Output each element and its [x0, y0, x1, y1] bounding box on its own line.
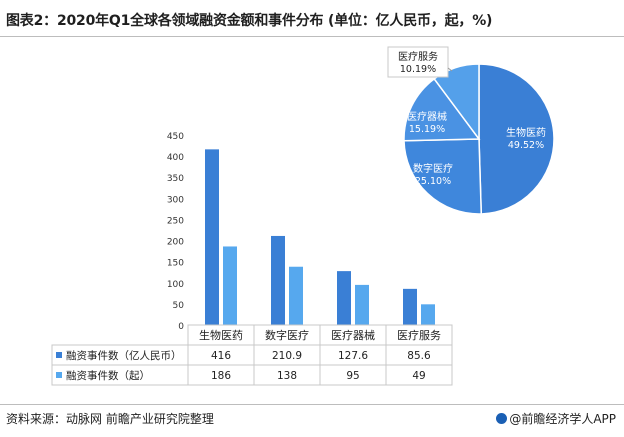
- credit-text: @前瞻经济学人APP: [509, 412, 616, 426]
- y-tick-label: 0: [178, 322, 184, 332]
- pie-label-digital-pct: 25.10%: [415, 176, 451, 187]
- data-value-label: 49: [412, 370, 425, 382]
- y-tick-label: 200: [167, 238, 184, 248]
- logo-icon: [496, 413, 508, 424]
- pie-slice-3: [403, 77, 481, 142]
- pie-slice-2: [403, 138, 483, 215]
- legend-label-2: 融资事件数（起）: [66, 369, 150, 382]
- pie-label-service-name: 医疗服务: [398, 50, 438, 63]
- pie-slice-4: [433, 63, 480, 142]
- category-label: 医疗服务: [397, 328, 441, 342]
- data-value-label: 138: [277, 370, 297, 382]
- pie-label-bio-name: 生物医药: [506, 126, 546, 139]
- source-note: 资料来源：动脉网 前瞻产业研究院整理: [6, 412, 214, 426]
- bar-2-3: [355, 284, 369, 325]
- data-value-label: 127.6: [338, 350, 368, 362]
- title-divider: [0, 36, 624, 37]
- category-label: 生物医药: [199, 328, 243, 342]
- bar-2-1: [223, 246, 237, 325]
- data-value-label: 186: [211, 370, 231, 382]
- data-value-label: 85.6: [407, 350, 431, 362]
- legend-swatch-1: [56, 352, 62, 358]
- pie-label-service-pct: 10.19%: [400, 64, 436, 75]
- bar-1-4: [403, 288, 417, 325]
- y-tick-label: 150: [167, 259, 184, 269]
- category-label: 数字医疗: [265, 328, 309, 342]
- bar-2-2: [289, 266, 303, 325]
- bar-series: [205, 149, 435, 325]
- pie-callout-box: [387, 46, 449, 78]
- y-tick-label: 50: [173, 301, 185, 311]
- pie-label-bio-pct: 49.52%: [508, 140, 544, 151]
- bar-1-1: [205, 149, 219, 325]
- y-tick-label: 250: [167, 216, 184, 226]
- y-tick-label: 300: [167, 195, 184, 205]
- y-tick-label: 450: [167, 132, 184, 142]
- pie-label-digital-name: 数字医疗: [413, 162, 453, 175]
- pie-label-device-pct: 15.19%: [409, 124, 445, 135]
- data-value-label: 416: [211, 350, 231, 362]
- pie-leader-line: [447, 67, 453, 72]
- y-tick-label: 400: [167, 153, 184, 163]
- bar-2-4: [421, 304, 435, 325]
- footer-divider: [0, 404, 624, 405]
- credit-label: @前瞻经济学人APP: [496, 410, 616, 427]
- y-tick-label: 100: [167, 280, 184, 290]
- data-value-label: 210.9: [272, 350, 302, 362]
- bar-1-2: [271, 235, 285, 325]
- legend-swatch-2: [56, 372, 62, 378]
- bar-1-3: [337, 271, 351, 325]
- chart-title: 图表2：2020年Q1全球各领域融资金额和事件分布 (单位：亿人民币，起，%): [6, 13, 493, 29]
- pie-label-device-name: 医疗器械: [407, 110, 447, 123]
- y-tick-label: 350: [167, 174, 184, 184]
- pie-slice-1: [478, 63, 555, 215]
- data-value-label: 95: [346, 370, 359, 382]
- category-label: 医疗器械: [331, 328, 375, 342]
- legend-label-1: 融资事件数（亿人民币）: [66, 349, 182, 362]
